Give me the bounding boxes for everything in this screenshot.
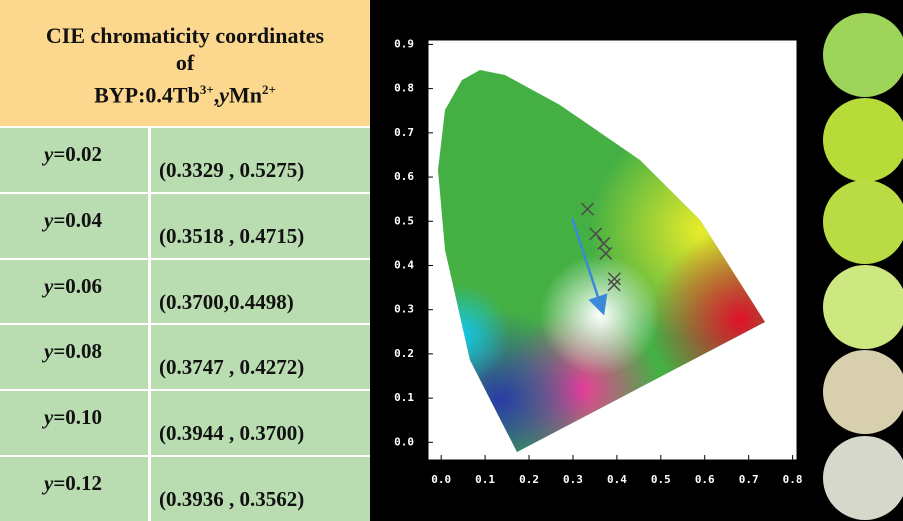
- row-coords: (0.3329 , 0.5275): [151, 128, 370, 192]
- chart: 0.0 0.1 0.2 0.3 0.4 0.5 0.6 0.7 0.8 0.9 0.0 0.1 0.2 0…: [394, 13, 903, 520]
- formula-sup: 3+: [199, 82, 214, 97]
- data-point: [607, 272, 621, 286]
- y-tick-label: 0.4: [394, 258, 414, 271]
- data-point: [589, 227, 603, 241]
- row-coords: (0.3700,0.4498): [151, 259, 370, 324]
- table: CIE chromaticity coordinates of BYP:0.4T…: [0, 0, 370, 521]
- row-label: y=0.06: [0, 259, 148, 324]
- formula: BYP:0.4Tb3+,yMn2+: [0, 76, 370, 108]
- data-point: [580, 202, 594, 216]
- row-value: =0.12: [53, 471, 103, 495]
- y-tick-label: 0.3: [394, 303, 414, 316]
- row-value: =0.02: [53, 142, 103, 166]
- y-tick-label: 0.0: [394, 435, 414, 448]
- y-tick-label: 0.5: [394, 214, 414, 227]
- y-tick-label: 0.7: [394, 126, 414, 139]
- row-value: =0.08: [53, 339, 103, 364]
- formula-part: Mn: [229, 82, 262, 108]
- formula-part: ,: [213, 82, 220, 108]
- row-var: y: [44, 405, 54, 430]
- row-label: y=0.02: [0, 128, 148, 192]
- formula-var: y: [219, 82, 229, 108]
- row-var: y: [44, 142, 54, 166]
- x-tick-label: 0.5: [651, 473, 671, 486]
- row-coords: (0.3944 , 0.3700): [151, 391, 370, 455]
- row-label: y=0.12: [0, 457, 148, 521]
- x-tick-label: 0.0: [431, 473, 451, 486]
- x-tick-label: 0.6: [695, 473, 715, 486]
- row-var: y: [44, 471, 54, 495]
- table-header: CIE chromaticity coordinates of BYP:0.4T…: [0, 0, 370, 126]
- row-var: y: [44, 207, 54, 232]
- x-tick-label: 0.4: [607, 473, 627, 486]
- y-tick-label: 0.8: [394, 82, 414, 95]
- row-var: y: [44, 339, 54, 364]
- data-point: [599, 246, 613, 260]
- formula-sup: 2+: [262, 82, 276, 97]
- row-coords: (0.3936 , 0.3562): [151, 457, 370, 521]
- formula-part: BYP:0.4Tb: [94, 82, 200, 108]
- row-coords: (0.3747 , 0.4272): [151, 325, 370, 390]
- row-coords: (0.3518 , 0.4715): [151, 193, 370, 258]
- row-value: =0.10: [53, 405, 103, 430]
- y-tick-label: 0.6: [394, 170, 414, 183]
- header-line: CIE chromaticity coordinates: [45, 23, 325, 48]
- row-value: =0.04: [53, 207, 103, 232]
- header-line: of: [175, 50, 195, 75]
- trend-arrow: [570, 217, 608, 316]
- x-tick-label: 0.1: [475, 473, 495, 486]
- row-label: y=0.08: [0, 325, 148, 390]
- x-tick-label: 0.3: [563, 473, 583, 486]
- row-value: =0.06: [53, 273, 103, 298]
- y-tick-label: 0.2: [394, 347, 414, 360]
- data-point: [597, 236, 611, 250]
- x-tick-label: 0.7: [739, 473, 759, 486]
- data-point: [607, 278, 621, 292]
- photos: [823, 13, 903, 520]
- row-label: y=0.10: [0, 391, 148, 455]
- y-tick-label: 0.9: [394, 37, 414, 50]
- row-label: y=0.04: [0, 193, 148, 258]
- y-tick-label: 0.1: [394, 391, 414, 404]
- row-var: y: [44, 273, 54, 298]
- x-tick-label: 0.8: [783, 473, 803, 486]
- x-tick-label: 0.2: [519, 473, 539, 486]
